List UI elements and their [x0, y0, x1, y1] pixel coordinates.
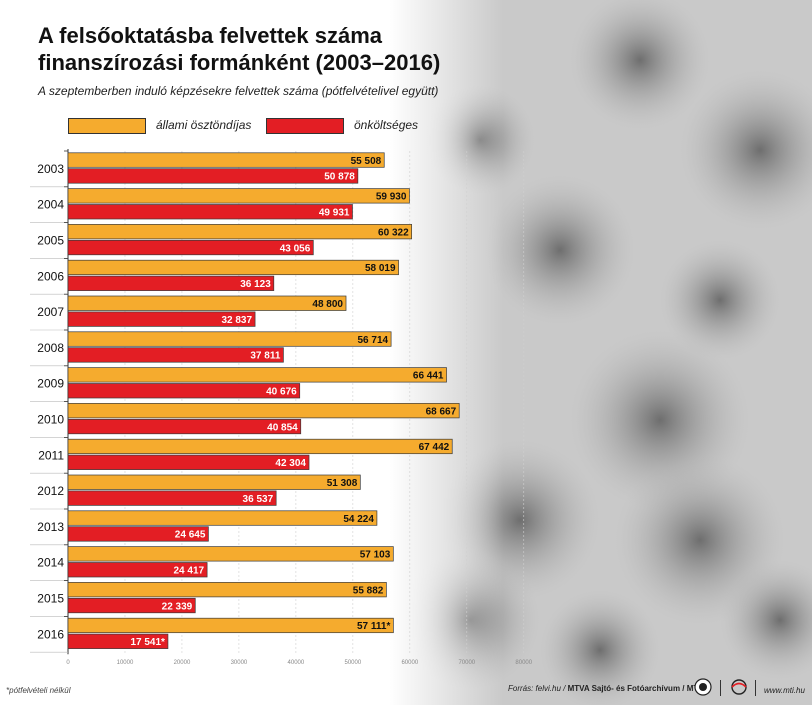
value-label-onkoltseges: 36 123 [240, 279, 271, 290]
value-label-allami: 58 019 [365, 263, 396, 274]
value-label-allami: 55 882 [353, 585, 384, 596]
year-label: 2012 [37, 484, 64, 498]
value-label-allami: 67 442 [419, 442, 450, 453]
bar-onkoltseges [67, 347, 284, 363]
value-label-onkoltseges: 50 878 [324, 172, 355, 183]
bar-onkoltseges [67, 490, 277, 506]
year-label: 2010 [37, 413, 64, 427]
source-agency: MTVA Sajtó- és Fotóarchívum / MTI [567, 684, 701, 693]
mti-swirl-icon [731, 679, 747, 695]
bar-allami [67, 510, 378, 526]
bar-onkoltseges [67, 204, 353, 220]
value-label-allami: 68 667 [426, 406, 457, 417]
year-label: 2014 [37, 556, 64, 570]
value-label-allami: 57 103 [360, 550, 391, 561]
x-tick-label: 10000 [117, 660, 134, 666]
year-label: 2016 [37, 627, 64, 641]
bar-allami [67, 259, 399, 276]
value-label-onkoltseges: 40 676 [266, 387, 297, 398]
legend-swatch-onkoltseges [266, 118, 344, 134]
logo-divider [720, 680, 721, 696]
chart-subtitle: A szeptemberben induló képzésekre felvet… [38, 84, 439, 98]
year-label: 2008 [37, 341, 64, 355]
year-label: 2011 [38, 448, 64, 462]
value-label-allami: 59 930 [376, 192, 407, 203]
bar-allami [67, 474, 361, 490]
bar-onkoltseges [67, 418, 302, 435]
bar-onkoltseges [67, 597, 196, 614]
bar-allami [67, 152, 385, 168]
bar-onkoltseges [67, 311, 256, 327]
x-tick-label: 70000 [458, 660, 475, 666]
value-label-onkoltseges: 42 304 [275, 458, 306, 469]
value-label-onkoltseges: 24 417 [174, 566, 205, 577]
bar-allami [67, 546, 394, 562]
bar-onkoltseges [67, 239, 314, 256]
bar-onkoltseges [67, 633, 169, 649]
footnote: *pótfelvételi nélkül [6, 686, 71, 695]
bar-allami [67, 224, 413, 240]
value-label-onkoltseges: 49 931 [319, 208, 350, 219]
bar-allami [67, 438, 453, 455]
legend-swatch-allami [68, 118, 146, 134]
value-label-allami: 54 224 [343, 514, 374, 525]
x-tick-label: 80000 [515, 660, 532, 666]
value-label-allami: 56 714 [358, 335, 389, 346]
value-label-allami: 55 508 [351, 156, 382, 167]
x-tick-label: 60000 [401, 660, 418, 666]
year-label: 2003 [37, 162, 64, 176]
value-label-onkoltseges: 43 056 [280, 243, 311, 254]
mti-round-icon [694, 678, 712, 696]
x-tick-label: 50000 [345, 660, 362, 666]
value-label-allami: 60 322 [378, 227, 409, 238]
value-label-allami: 48 800 [312, 299, 343, 310]
x-tick-label: 0 [66, 660, 70, 666]
value-label-onkoltseges: 32 837 [221, 315, 252, 326]
year-label: 2006 [37, 269, 64, 283]
value-label-onkoltseges: 17 541* [130, 637, 165, 648]
value-label-onkoltseges: 22 339 [162, 601, 193, 612]
value-label-allami: 51 308 [327, 478, 358, 489]
bar-allami [67, 367, 447, 383]
year-label: 2009 [37, 377, 64, 391]
value-label-onkoltseges: 40 854 [267, 422, 298, 433]
year-label: 2005 [37, 234, 64, 248]
bar-onkoltseges [67, 275, 275, 291]
year-label: 2013 [37, 520, 64, 534]
value-label-onkoltseges: 37 811 [250, 351, 280, 362]
value-label-onkoltseges: 24 645 [175, 530, 206, 541]
value-label-onkoltseges: 36 537 [243, 494, 274, 505]
legend-label-allami: állami ösztöndíjas [156, 118, 252, 132]
bar-allami [67, 331, 392, 347]
source-prefix: Forrás: felvi.hu / [508, 684, 566, 693]
logo-divider [755, 680, 756, 696]
bar-onkoltseges [67, 526, 209, 542]
bar-onkoltseges [67, 168, 359, 184]
legend-label-onkoltseges: önköltséges [354, 118, 419, 132]
chart-title: A felsőoktatásba felvettek száma finansz… [38, 23, 441, 75]
year-label: 2015 [37, 592, 64, 606]
bar-onkoltseges [67, 383, 301, 399]
value-label-allami: 57 111* [357, 621, 390, 632]
bar-allami [67, 188, 410, 204]
bar-allami [67, 403, 460, 419]
source-credit: Forrás: felvi.hu / MTVA Sajtó- és Fotóar… [508, 684, 701, 693]
x-tick-label: 20000 [174, 660, 191, 666]
bar-allami [67, 582, 387, 598]
year-label: 2004 [37, 198, 64, 212]
x-tick-label: 40000 [288, 660, 305, 666]
bar-allami [67, 617, 394, 634]
year-label: 2007 [37, 305, 64, 319]
x-tick-label: 30000 [231, 660, 248, 666]
bar-onkoltseges [67, 562, 208, 578]
bar-allami [67, 295, 347, 311]
website-url: www.mti.hu [764, 686, 805, 695]
bar-onkoltseges [67, 454, 310, 470]
value-label-allami: 66 441 [413, 371, 444, 382]
